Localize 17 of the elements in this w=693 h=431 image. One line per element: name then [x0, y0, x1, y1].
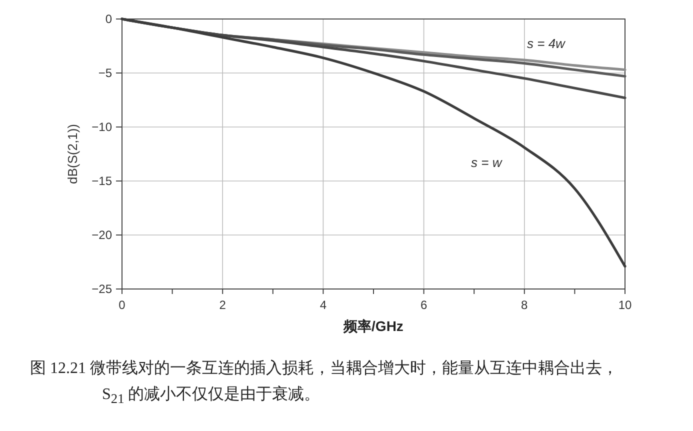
- y-tick-label: −25: [92, 282, 112, 296]
- x-tick-label: 4: [320, 298, 327, 312]
- x-axis-title: 频率/GHz: [342, 318, 404, 334]
- y-tick-label: 0: [105, 12, 112, 26]
- x-tick-label: 2: [219, 298, 226, 312]
- x-tick-label: 10: [618, 298, 632, 312]
- y-axis-title: dB(S(2,1)): [65, 124, 80, 184]
- x-tick-label: 6: [420, 298, 428, 312]
- caption: 图 12.21 微带线对的一条互连的插入损耗，当耦合增大时，能量从互连中耦合出去，S$_{21}$ 的减小不仅仅是由于衰减。: [30, 358, 619, 408]
- annotation: s = w: [471, 155, 504, 170]
- x-tick-label: 8: [521, 298, 528, 312]
- y-tick-label: −15: [92, 174, 112, 188]
- annotation: s = 4w: [527, 36, 567, 51]
- x-tick-label: 0: [118, 298, 126, 312]
- y-tick-label: −20: [92, 228, 112, 242]
- y-tick-label: −5: [98, 66, 112, 80]
- y-tick-label: −10: [92, 120, 112, 134]
